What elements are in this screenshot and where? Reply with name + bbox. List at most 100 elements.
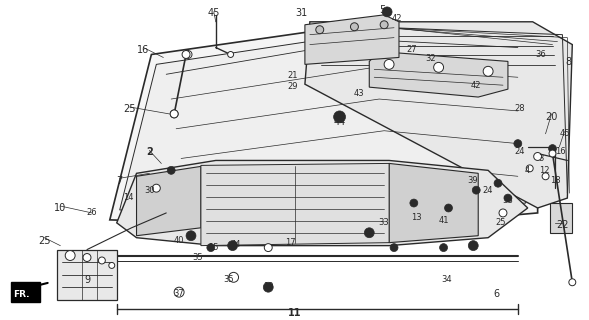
- Circle shape: [333, 111, 346, 123]
- Text: 35: 35: [193, 252, 203, 261]
- Text: 39: 39: [467, 176, 478, 185]
- Text: 42: 42: [392, 14, 402, 23]
- Circle shape: [182, 51, 190, 59]
- Polygon shape: [389, 164, 478, 243]
- Text: 30: 30: [144, 186, 155, 195]
- Text: FR.: FR.: [13, 290, 29, 299]
- Circle shape: [350, 23, 358, 31]
- Circle shape: [439, 244, 448, 252]
- Text: 32: 32: [425, 54, 436, 63]
- Text: 45: 45: [207, 8, 220, 18]
- Circle shape: [227, 241, 237, 251]
- Circle shape: [174, 287, 184, 297]
- Text: 13: 13: [412, 213, 422, 222]
- Circle shape: [514, 140, 522, 148]
- Circle shape: [153, 184, 160, 192]
- Polygon shape: [137, 166, 201, 236]
- Text: 22: 22: [556, 220, 568, 230]
- Polygon shape: [305, 15, 399, 64]
- Circle shape: [83, 253, 91, 261]
- Text: 19: 19: [263, 282, 273, 291]
- Circle shape: [384, 60, 394, 69]
- Circle shape: [468, 241, 478, 251]
- Circle shape: [534, 153, 542, 160]
- Circle shape: [380, 21, 388, 29]
- Text: 24: 24: [483, 186, 494, 195]
- Text: 42: 42: [471, 81, 481, 90]
- Circle shape: [264, 244, 272, 252]
- Text: 21: 21: [288, 71, 298, 80]
- Text: 44: 44: [230, 240, 241, 249]
- Circle shape: [316, 26, 324, 34]
- Text: 40: 40: [174, 236, 184, 245]
- Text: 12: 12: [540, 166, 550, 175]
- Text: 3: 3: [538, 154, 543, 163]
- Polygon shape: [120, 32, 526, 218]
- Text: 43: 43: [354, 89, 365, 98]
- Polygon shape: [305, 22, 573, 208]
- Text: 18: 18: [550, 176, 561, 185]
- Circle shape: [548, 145, 557, 153]
- Text: 26: 26: [87, 208, 97, 217]
- Circle shape: [229, 272, 239, 282]
- Circle shape: [98, 257, 105, 264]
- Text: 9: 9: [84, 275, 90, 285]
- Text: 34: 34: [441, 275, 452, 284]
- Polygon shape: [369, 52, 508, 97]
- Text: 24: 24: [515, 147, 525, 156]
- Text: 11: 11: [288, 308, 302, 318]
- Circle shape: [184, 51, 192, 59]
- Polygon shape: [110, 22, 538, 228]
- Polygon shape: [117, 160, 528, 246]
- Circle shape: [390, 244, 398, 252]
- Text: 15: 15: [209, 243, 219, 252]
- Text: 14: 14: [123, 193, 134, 202]
- Text: 36: 36: [535, 50, 546, 59]
- Text: 8: 8: [565, 58, 571, 68]
- Polygon shape: [550, 203, 573, 233]
- Circle shape: [170, 110, 178, 118]
- Text: 17: 17: [284, 238, 295, 247]
- Circle shape: [227, 52, 234, 58]
- Circle shape: [65, 251, 75, 260]
- Text: 35: 35: [223, 275, 234, 284]
- Text: 41: 41: [438, 216, 449, 225]
- Circle shape: [186, 231, 196, 241]
- Text: 5: 5: [379, 5, 385, 15]
- Circle shape: [263, 282, 273, 292]
- Text: 7: 7: [117, 176, 123, 186]
- Circle shape: [542, 173, 549, 180]
- Text: 20: 20: [545, 112, 558, 122]
- Circle shape: [472, 186, 480, 194]
- Text: 25: 25: [496, 218, 507, 227]
- Text: 4: 4: [525, 166, 530, 175]
- Circle shape: [549, 150, 556, 157]
- Polygon shape: [11, 282, 41, 302]
- Text: 31: 31: [296, 8, 308, 18]
- Text: 38: 38: [502, 196, 513, 205]
- Circle shape: [569, 279, 576, 286]
- Text: 6: 6: [493, 289, 499, 299]
- Text: 16: 16: [555, 147, 566, 156]
- Circle shape: [499, 209, 507, 217]
- Text: 29: 29: [288, 82, 298, 91]
- Circle shape: [410, 199, 418, 207]
- Circle shape: [365, 228, 374, 238]
- Text: 37: 37: [174, 289, 184, 298]
- Text: 10: 10: [54, 203, 67, 213]
- Text: 25: 25: [123, 104, 136, 114]
- Polygon shape: [201, 164, 389, 246]
- Text: 16: 16: [137, 44, 150, 55]
- Circle shape: [445, 204, 452, 212]
- Text: 33: 33: [379, 218, 389, 227]
- Text: 44: 44: [333, 117, 346, 127]
- Circle shape: [170, 110, 178, 118]
- Circle shape: [483, 66, 493, 76]
- Circle shape: [504, 194, 512, 202]
- Circle shape: [434, 62, 444, 72]
- Text: 25: 25: [38, 236, 51, 246]
- Text: 27: 27: [406, 44, 417, 53]
- Text: 2: 2: [146, 147, 153, 156]
- Circle shape: [167, 166, 175, 174]
- Circle shape: [382, 7, 392, 17]
